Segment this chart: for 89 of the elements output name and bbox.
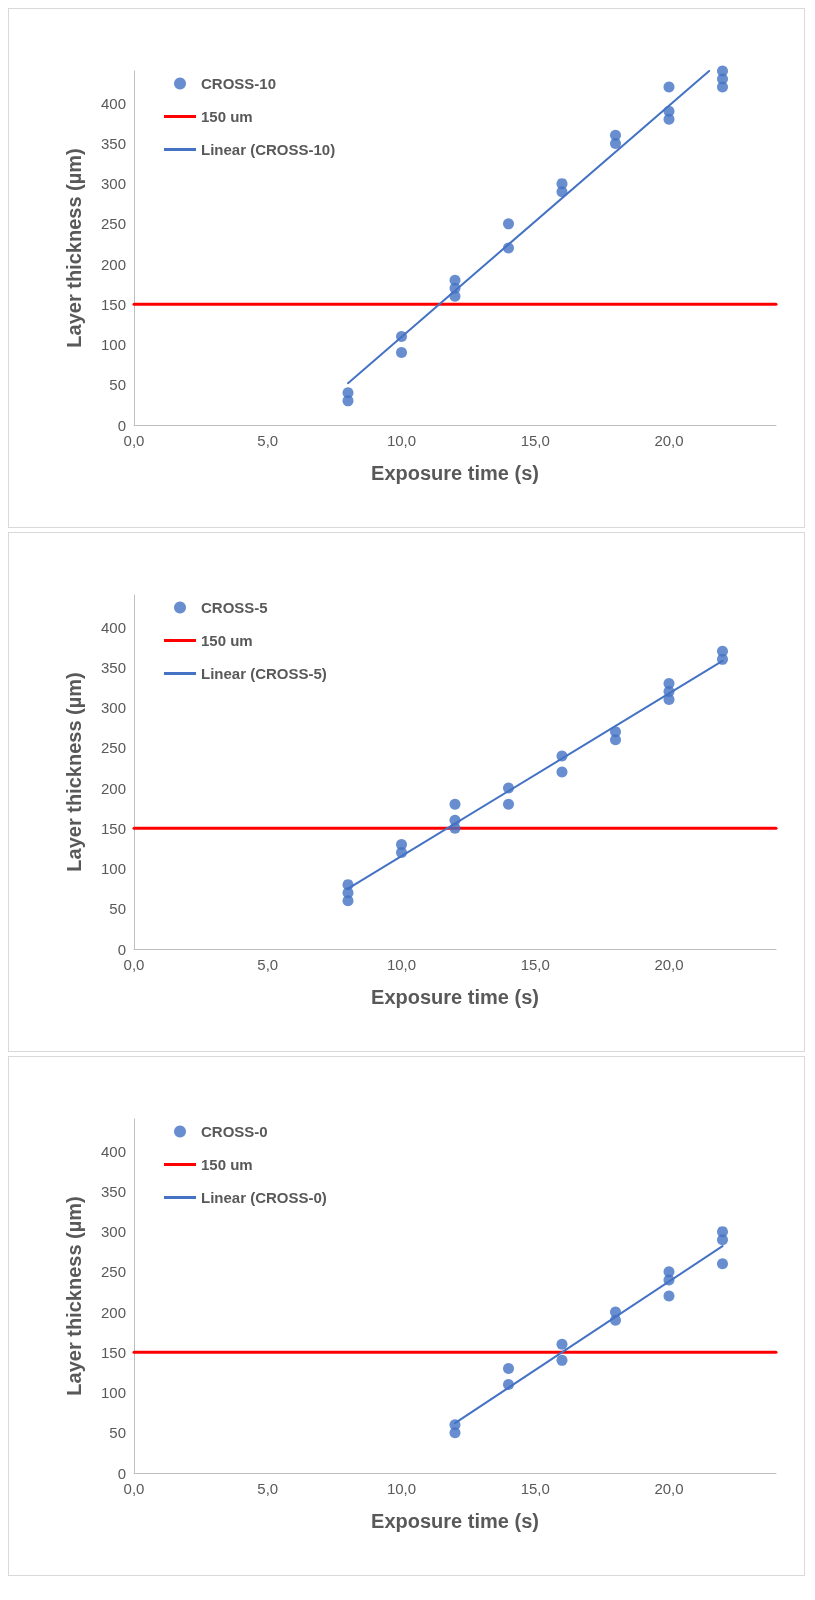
point: [503, 782, 514, 794]
y-tick-label: 0: [117, 1464, 126, 1482]
point: [717, 1258, 728, 1270]
y-tick-label: 50: [109, 900, 126, 918]
y-tick-label: 300: [100, 175, 126, 193]
point: [503, 218, 514, 230]
y-tick-label: 250: [100, 739, 126, 757]
y-tick-label: 150: [100, 1343, 126, 1361]
point: [663, 81, 675, 93]
y-tick-label: 0: [117, 416, 126, 434]
x-axis-title: Exposure time (s): [371, 1510, 539, 1532]
x-axis-title: Exposure time (s): [371, 462, 539, 484]
y-tick-label: 250: [100, 215, 126, 233]
point: [610, 726, 621, 738]
point: [717, 65, 728, 77]
legend-label: 150 um: [201, 108, 253, 125]
legend-label: Linear (CROSS-10): [201, 141, 336, 158]
x-tick-label: 15,0: [520, 432, 550, 449]
point: [503, 798, 514, 810]
y-axis-title: Layer thickness (µm): [63, 1196, 85, 1396]
legend-label: CROSS-10: [201, 75, 277, 92]
y-axis-title: Layer thickness (µm): [63, 148, 85, 348]
point: [556, 178, 568, 190]
point: [503, 1362, 514, 1374]
x-tick-label: 5,0: [257, 1480, 279, 1497]
point: [663, 678, 675, 689]
point: [717, 645, 728, 657]
y-axis-title: Layer thickness (µm): [63, 672, 85, 872]
x-tick-label: 5,0: [257, 432, 279, 449]
x-tick-label: 20,0: [654, 432, 684, 449]
y-tick-label: 50: [109, 1424, 126, 1442]
point: [556, 1354, 568, 1366]
legend-label: Linear (CROSS-5): [201, 665, 327, 682]
point: [396, 347, 407, 359]
x-tick-label: 0,0: [123, 956, 145, 973]
y-tick-label: 350: [100, 1182, 126, 1200]
x-tick-label: 0,0: [123, 1480, 145, 1497]
y-tick-label: 400: [100, 94, 126, 112]
point: [610, 129, 621, 141]
y-tick-label: 200: [100, 255, 126, 273]
y-tick-label: 200: [100, 779, 126, 797]
point: [663, 1290, 675, 1302]
point: [396, 838, 407, 850]
y-tick-label: 300: [100, 699, 126, 717]
point: [503, 242, 514, 254]
legend-label: Linear (CROSS-0): [201, 1189, 327, 1206]
y-tick-label: 350: [100, 134, 126, 152]
x-tick-label: 20,0: [654, 956, 684, 973]
point: [449, 274, 461, 286]
legend-label: CROSS-5: [201, 599, 268, 616]
y-tick-label: 50: [109, 376, 126, 394]
x-tick-label: 15,0: [520, 1480, 550, 1497]
point: [717, 1226, 728, 1238]
y-tick-label: 0: [117, 940, 126, 958]
point: [396, 331, 407, 342]
point: [556, 766, 568, 778]
x-tick-label: 10,0: [386, 1480, 417, 1497]
point: [663, 105, 675, 117]
y-tick-label: 250: [100, 1263, 126, 1281]
point: [449, 798, 461, 810]
legend-label: 150 um: [201, 1156, 253, 1173]
y-tick-label: 150: [100, 295, 126, 313]
y-tick-label: 100: [100, 336, 126, 354]
point: [449, 1419, 461, 1431]
x-tick-label: 10,0: [386, 956, 417, 973]
y-tick-label: 400: [100, 1142, 126, 1160]
point: [663, 1266, 675, 1278]
y-tick-label: 400: [100, 618, 126, 636]
point: [503, 1379, 514, 1390]
y-tick-label: 300: [100, 1223, 126, 1241]
x-axis-title: Exposure time (s): [371, 986, 539, 1008]
point: [556, 1338, 568, 1350]
point: [342, 387, 354, 399]
x-tick-label: 15,0: [520, 956, 550, 973]
y-tick-label: 150: [100, 819, 126, 837]
point: [342, 879, 354, 891]
legend-label: CROSS-0: [201, 1123, 268, 1140]
y-tick-label: 350: [100, 658, 126, 676]
x-tick-label: 0,0: [123, 432, 145, 449]
x-tick-label: 20,0: [654, 1480, 684, 1497]
point: [449, 814, 461, 826]
x-tick-label: 10,0: [386, 432, 417, 449]
y-tick-label: 100: [100, 1384, 126, 1402]
y-tick-label: 100: [100, 860, 126, 878]
x-tick-label: 5,0: [257, 956, 279, 973]
point: [556, 750, 568, 762]
y-tick-label: 200: [100, 1303, 126, 1321]
point: [610, 1306, 621, 1318]
legend-label: 150 um: [201, 632, 253, 649]
